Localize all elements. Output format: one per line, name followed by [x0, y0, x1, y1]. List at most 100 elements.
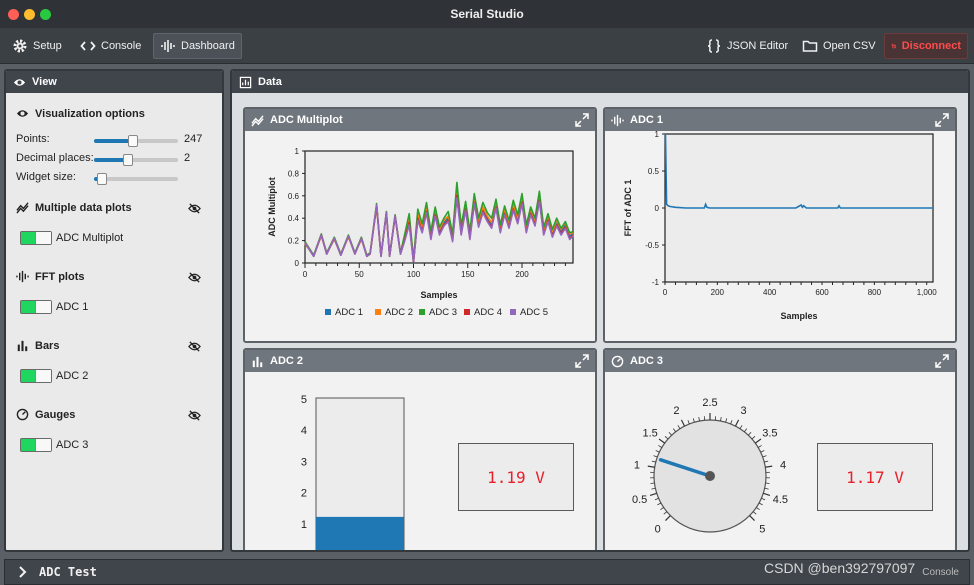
- legend-label: ADC 5: [520, 307, 548, 318]
- adc-1-toggle[interactable]: [20, 300, 52, 314]
- points-slider-handle[interactable]: [128, 135, 139, 147]
- gauge-tick-mark: [653, 455, 658, 458]
- toggle-knob: [35, 301, 51, 313]
- setup-button[interactable]: Setup: [6, 33, 68, 59]
- adc-3-toggle[interactable]: [20, 438, 52, 452]
- gauge-tick-mark: [655, 450, 660, 453]
- gauge-tick-mark: [765, 465, 773, 468]
- title-bar: Serial Studio: [0, 0, 974, 28]
- x-tick-label: 600: [815, 288, 829, 297]
- decimal-places-slider-handle[interactable]: [122, 154, 133, 166]
- adc-1-toggle-label: ADC 1: [56, 301, 89, 313]
- gauge-tick-mark: [668, 431, 672, 436]
- legend-swatch: [325, 309, 331, 315]
- view-panel-title: View: [32, 76, 57, 88]
- adc-3-readout: 1.17 V: [817, 443, 933, 511]
- gauge-tick-mark: [763, 492, 771, 497]
- gauge-tick-mark: [660, 507, 664, 511]
- console-toggle[interactable]: Console: [922, 567, 959, 578]
- fft-icon: [16, 270, 29, 283]
- code-icon: [80, 41, 96, 51]
- data-panel-header: Data: [232, 71, 968, 93]
- points-slider[interactable]: [94, 135, 178, 147]
- x-tick-label: 800: [868, 288, 882, 297]
- y-tick-label: 0.5: [648, 167, 660, 176]
- expand-icon[interactable]: [935, 113, 949, 127]
- gauge-tick-mark: [760, 450, 765, 453]
- fft-plots-label: FFT plots: [35, 270, 85, 283]
- widget-size-slider-handle[interactable]: [97, 173, 108, 185]
- bars-title: Bars: [16, 339, 59, 352]
- x-axis-label: Samples: [780, 311, 817, 321]
- visualization-options-title: Visualization options: [16, 107, 145, 120]
- decimal-places-slider[interactable]: [94, 154, 178, 166]
- gauge-tick-mark: [647, 465, 655, 468]
- series-line-adc-5: [304, 197, 574, 262]
- gauge-tick-mark: [751, 436, 756, 440]
- gauge-icon: [611, 355, 624, 367]
- watermark: CSDN @ben392797097: [764, 560, 916, 576]
- adc-2-toggle-label: ADC 2: [56, 370, 89, 382]
- adc-3-gauge-widget: ADC 3 0 0.5 1 1.5 2 2.5 3 3.5 4 4.5 5 1.17 V: [603, 348, 957, 550]
- disconnect-label: Disconnect: [901, 40, 961, 52]
- console-button[interactable]: Console: [74, 33, 147, 59]
- gauge-tick-mark: [730, 420, 733, 425]
- x-tick-label: 50: [355, 270, 364, 279]
- view-panel-body: Visualization options Points: 247 Decima…: [6, 93, 222, 550]
- close-window-button[interactable]: [8, 9, 19, 20]
- gauge-tick-mark: [749, 515, 755, 521]
- visualization-options-label: Visualization options: [35, 107, 145, 120]
- expand-icon[interactable]: [935, 354, 949, 368]
- gauge-tick-mark: [734, 419, 740, 427]
- gauge-tick-mark: [680, 419, 686, 427]
- bar-tick-label: 4: [301, 425, 307, 437]
- x-tick-label: 100: [407, 270, 421, 279]
- x-tick-label: 200: [711, 288, 725, 297]
- adc-2-body: 5 4 3 2 1 1.19 V: [245, 372, 595, 550]
- json-editor-button[interactable]: JSON Editor: [700, 33, 794, 59]
- adc-multiplot-title: ADC Multiplot: [270, 114, 343, 126]
- y-tick-label: 0: [295, 259, 300, 268]
- eye-off-icon[interactable]: [188, 202, 201, 215]
- gauge-tick-mark: [664, 436, 669, 440]
- gauge-tick-mark: [756, 507, 760, 511]
- toggle-knob: [35, 370, 51, 382]
- expand-icon[interactable]: [575, 113, 589, 127]
- expand-icon[interactable]: [575, 354, 589, 368]
- gauge-tick-mark: [672, 428, 676, 432]
- widget-size-slider[interactable]: [94, 173, 178, 185]
- bar-tick-label: 2: [301, 488, 307, 500]
- view-panel: View Visualization options Points: 247 D…: [4, 69, 224, 552]
- legend-label: ADC 4: [474, 307, 502, 318]
- adc-multiplot-toggle-label: ADC Multiplot: [56, 232, 124, 244]
- points-value: 247: [184, 133, 203, 145]
- gauge-tick-label: 2: [673, 405, 679, 417]
- gauge-tick-mark: [764, 460, 769, 463]
- chevron-right-icon[interactable]: [17, 565, 29, 579]
- data-panel: Data ADC Multiplot 1 0.8 0.6 0.4 0.2 0 0 50 100…: [230, 69, 970, 552]
- console-label: Console: [101, 40, 142, 52]
- adc-multiplot-header: ADC Multiplot: [245, 109, 595, 131]
- dashboard-button[interactable]: Dashboard: [153, 33, 242, 59]
- y-tick-label: 1: [655, 131, 660, 139]
- bar-tick-label: 1: [301, 519, 307, 531]
- adc-multiplot-toggle[interactable]: [20, 231, 52, 245]
- adc-2-readout: 1.19 V: [458, 443, 574, 511]
- gauge-tick-mark: [687, 420, 690, 425]
- eye-off-icon[interactable]: [188, 409, 201, 422]
- adc-2-toggle[interactable]: [20, 369, 52, 383]
- gauge-tick-mark: [657, 502, 662, 506]
- eye-off-icon[interactable]: [188, 340, 201, 353]
- legend-swatch: [419, 309, 425, 315]
- y-tick-label: -1: [652, 278, 660, 287]
- zoom-window-button[interactable]: [40, 9, 51, 20]
- eye-off-icon[interactable]: [188, 271, 201, 284]
- disconnect-button[interactable]: Disconnect: [884, 33, 968, 59]
- minimize-window-button[interactable]: [24, 9, 35, 20]
- gauge-tick-mark: [650, 482, 655, 484]
- multiplot-icon: [251, 114, 264, 127]
- fft-icon: [611, 114, 624, 126]
- legend-label: ADC 1: [335, 307, 363, 318]
- gauge-tick-mark: [658, 438, 666, 444]
- open-csv-button[interactable]: Open CSV: [796, 33, 882, 59]
